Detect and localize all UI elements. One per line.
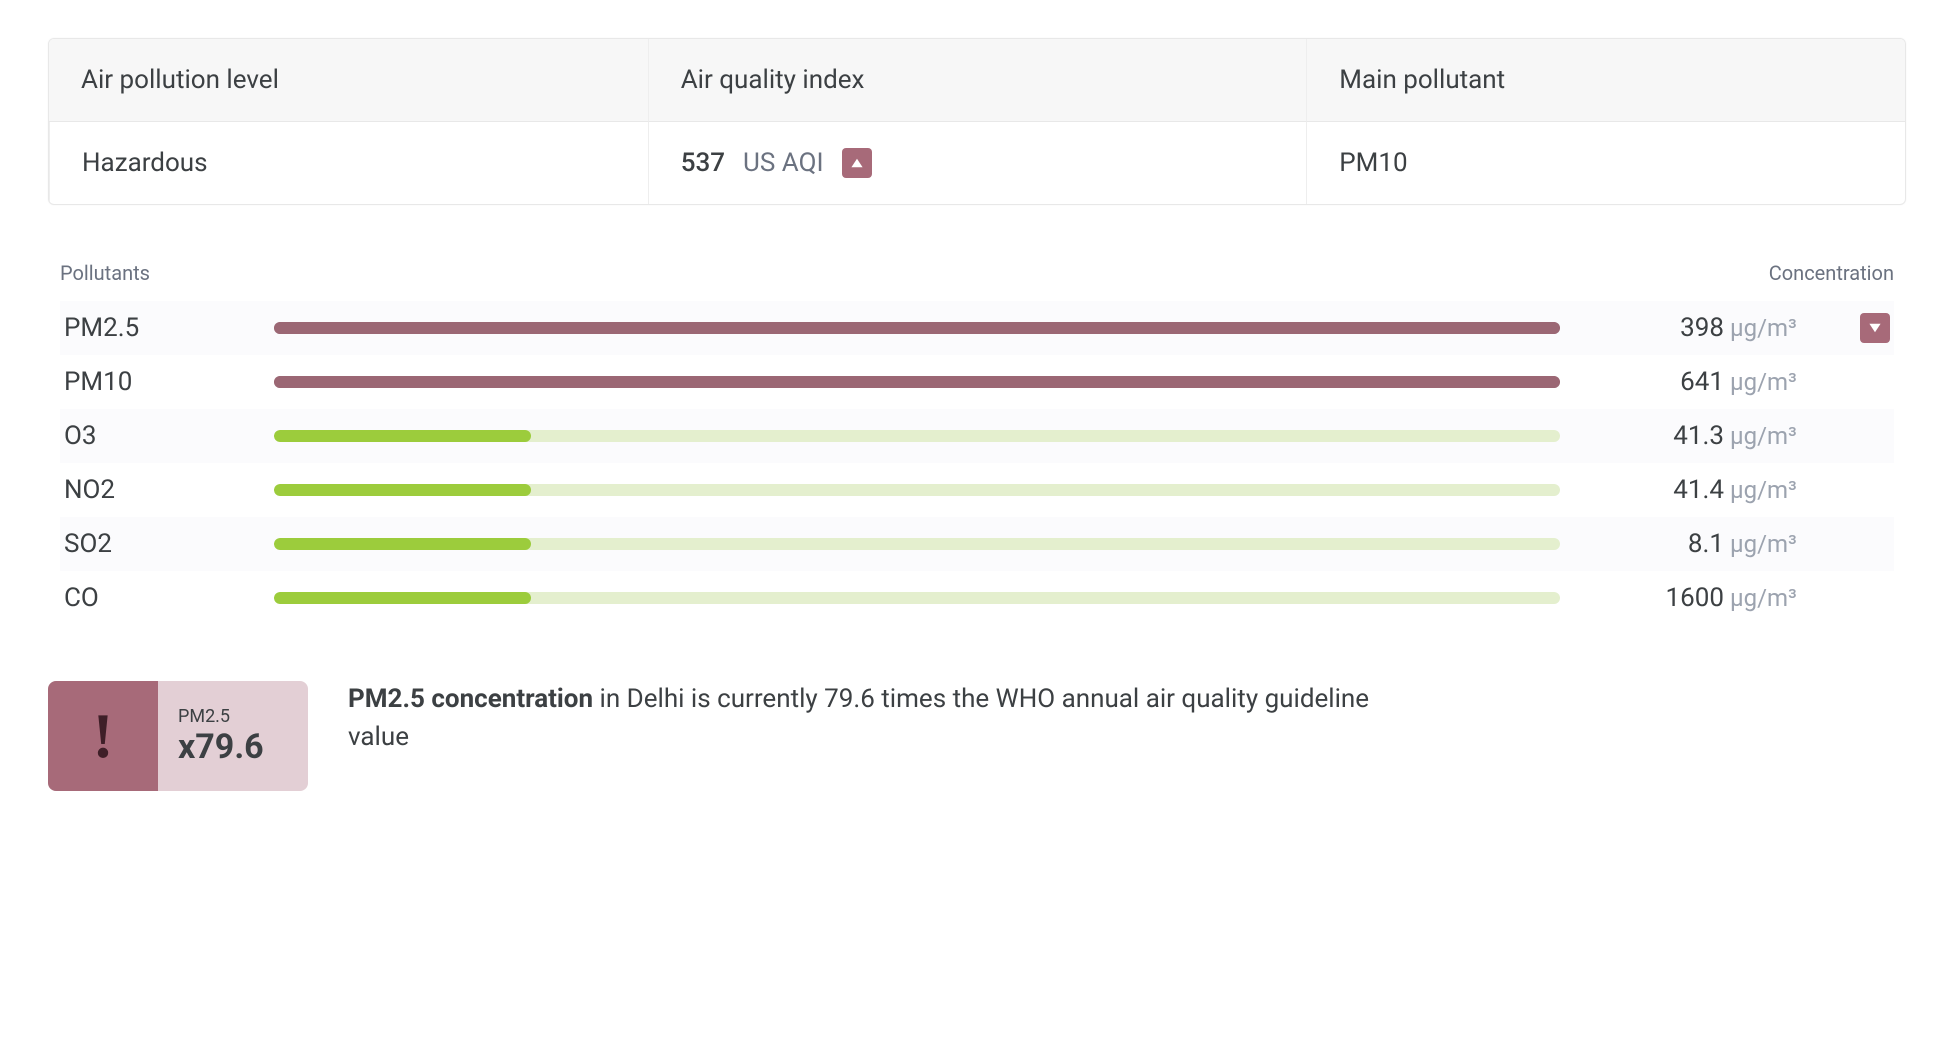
pollutant-expand-toggle[interactable]: [1860, 313, 1890, 343]
pollutant-name: CO: [64, 583, 274, 613]
pollutant-bar-track: [274, 484, 1560, 496]
summary-header-level: Air pollution level: [49, 39, 648, 122]
caret-down-icon: [1868, 321, 1882, 335]
pollutant-bar-fill: [274, 484, 531, 496]
pollutant-value: 8.1: [1560, 529, 1730, 559]
caret-up-icon: [850, 156, 864, 170]
warning-multiplier: x79.6: [178, 727, 288, 767]
pollutant-row: NO2 41.4µg/m³: [60, 463, 1894, 517]
aqi-collapse-toggle[interactable]: [842, 148, 872, 178]
pollutants-heading-right: Concentration: [1769, 261, 1894, 285]
pollutant-bar-track: [274, 376, 1560, 388]
pollutant-row: SO2 8.1µg/m³: [60, 517, 1894, 571]
summary-value-level: Hazardous: [49, 122, 648, 204]
pollutant-name: PM10: [64, 367, 274, 397]
pollution-level-text: Hazardous: [82, 148, 208, 178]
pollutant-row: CO 1600µg/m³: [60, 571, 1894, 625]
summary-header-main: Main pollutant: [1306, 39, 1905, 122]
pollutant-name: NO2: [64, 475, 274, 505]
warning-sentence: PM2.5 concentration in Delhi is currentl…: [348, 681, 1398, 756]
pollutant-bar-fill: [274, 538, 531, 550]
pollutant-bar-fill: [274, 376, 1560, 388]
pollutants-heading-left: Pollutants: [60, 261, 150, 285]
pollutant-unit: µg/m³: [1730, 476, 1850, 504]
exclamation-icon: !: [48, 681, 158, 791]
who-warning: ! PM2.5 x79.6 PM2.5 concentration in Del…: [48, 681, 1906, 791]
summary-value-main: PM10: [1306, 122, 1905, 204]
pollutant-name: SO2: [64, 529, 274, 559]
warning-sentence-bold: PM2.5 concentration: [348, 684, 593, 714]
pollutant-name: PM2.5: [64, 313, 274, 343]
who-multiplier-tile: ! PM2.5 x79.6: [48, 681, 308, 791]
aqi-value: 537: [681, 148, 725, 178]
pollutant-bar-track: [274, 538, 1560, 550]
pollutant-value: 41.4: [1560, 475, 1730, 505]
pollutant-bar-fill: [274, 430, 531, 442]
summary-header-aqi: Air quality index: [648, 39, 1307, 122]
warning-pollutant-label: PM2.5: [178, 706, 288, 727]
pollutant-unit: µg/m³: [1730, 530, 1850, 558]
pollutant-bar-fill: [274, 322, 1560, 334]
pollutants-section: Pollutants Concentration PM2.5398µg/m³PM…: [48, 261, 1906, 625]
pollutant-value: 641: [1560, 367, 1730, 397]
pollutant-value: 1600: [1560, 583, 1730, 613]
pollutant-bar-track: [274, 322, 1560, 334]
pollutants-header: Pollutants Concentration: [60, 261, 1894, 285]
pollutant-bar-fill: [274, 592, 531, 604]
pollutant-value: 398: [1560, 313, 1730, 343]
pollutant-row: PM10 641µg/m³: [60, 355, 1894, 409]
pollutant-bar-track: [274, 592, 1560, 604]
pollutants-rows: PM2.5398µg/m³PM10641µg/m³O341.3µg/m³NO24…: [60, 301, 1894, 625]
main-pollutant-text: PM10: [1339, 148, 1407, 178]
pollutant-value: 41.3: [1560, 421, 1730, 451]
pollutant-unit: µg/m³: [1730, 422, 1850, 450]
pollutant-bar-track: [274, 430, 1560, 442]
aqi-scale: US AQI: [743, 148, 824, 178]
pollutant-row: O3 41.3µg/m³: [60, 409, 1894, 463]
pollutant-unit: µg/m³: [1730, 584, 1850, 612]
pollutant-name: O3: [64, 421, 274, 451]
aqi-summary-table: Air pollution level Air quality index Ma…: [48, 38, 1906, 205]
pollutant-unit: µg/m³: [1730, 368, 1850, 396]
pollutant-unit: µg/m³: [1730, 314, 1850, 342]
pollutant-row: PM2.5 398µg/m³: [60, 301, 1894, 355]
summary-value-aqi: 537 US AQI: [648, 122, 1307, 204]
